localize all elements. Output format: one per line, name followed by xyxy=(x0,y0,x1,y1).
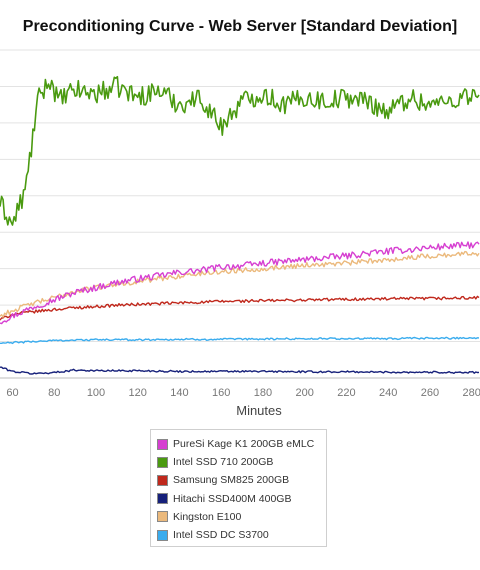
legend-swatch xyxy=(157,438,168,450)
x-tick-label: 260 xyxy=(421,387,439,399)
legend-label: Kingston E100 xyxy=(173,510,242,523)
x-tick-label: 280 xyxy=(462,387,480,399)
legend-label: Intel SSD 710 200GB xyxy=(173,456,274,469)
legend-item: Intel SSD DC S3700 xyxy=(157,526,320,544)
x-tick-label: 100 xyxy=(87,387,105,399)
legend-label: Hitachi SSD400M 400GB xyxy=(173,492,292,505)
legend-item: Intel SSD 710 200GB xyxy=(157,453,320,471)
x-tick-label: 120 xyxy=(129,387,147,399)
legend-swatch xyxy=(157,529,168,541)
series-line-6 xyxy=(0,336,480,345)
chart-title: Preconditioning Curve - Web Server [Stan… xyxy=(22,18,458,35)
x-tick-label: 160 xyxy=(212,387,230,399)
x-tick-label: 140 xyxy=(170,387,188,399)
legend-swatch xyxy=(157,493,168,505)
series-line-1 xyxy=(0,241,480,325)
series-line-3 xyxy=(0,295,480,321)
legend-label: Samsung SM825 200GB xyxy=(173,474,290,487)
series-line-5 xyxy=(0,250,480,318)
x-tick-label: 180 xyxy=(254,387,272,399)
plot-area xyxy=(0,75,480,375)
legend-item: Hitachi SSD400M 400GB xyxy=(157,490,320,508)
x-tick-label: 220 xyxy=(337,387,355,399)
legend-item: Samsung SM825 200GB xyxy=(157,471,320,489)
x-tick-label: 80 xyxy=(48,387,60,399)
legend-item: PureSi Kage K1 200GB eMLC xyxy=(157,435,320,453)
x-axis: 60 80 100 120 140 160 180 200 220 240 260 280 xyxy=(6,387,480,399)
series-line-2 xyxy=(0,75,480,226)
legend-swatch xyxy=(157,456,168,468)
x-axis-label: Minutes xyxy=(236,403,282,418)
legend-item: Kingston E100 xyxy=(157,508,320,526)
legend-swatch xyxy=(157,511,168,523)
legend: PureSi Kage K1 200GB eMLC Intel SSD 710 2… xyxy=(150,429,327,547)
legend-label: PureSi Kage K1 200GB eMLC xyxy=(173,438,315,451)
x-tick-label: 240 xyxy=(379,387,397,399)
x-tick-label: 60 xyxy=(6,387,18,399)
legend-swatch xyxy=(157,474,168,486)
legend-label: Intel SSD DC S3700 xyxy=(173,529,269,542)
x-tick-label: 200 xyxy=(296,387,314,399)
series-line-4 xyxy=(0,366,480,375)
